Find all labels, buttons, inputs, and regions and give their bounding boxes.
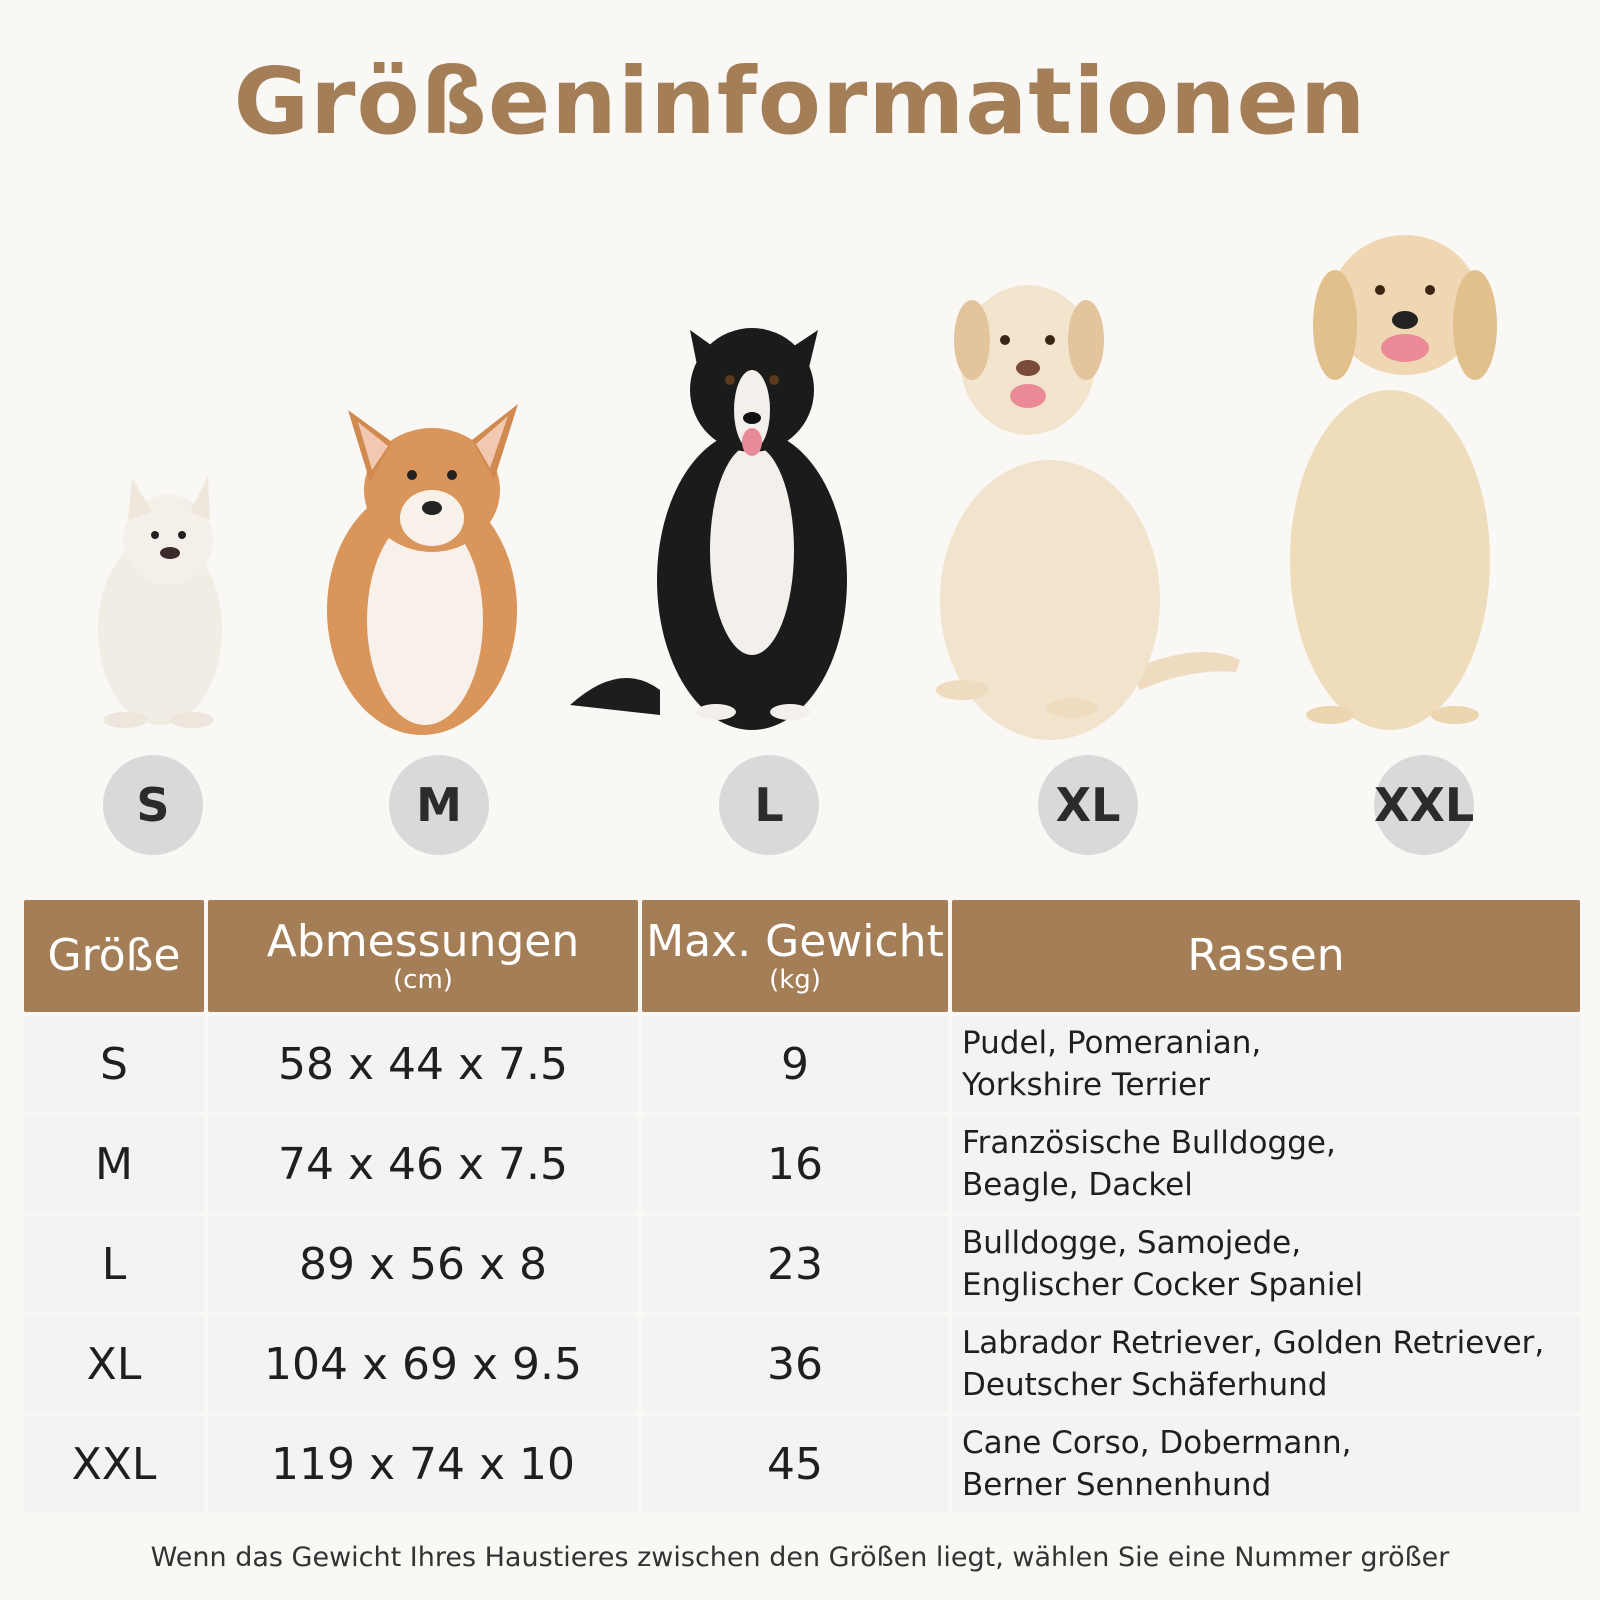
breed-line: Französische Bulldogge,	[962, 1125, 1336, 1161]
breed-line: Deutscher Schäferhund	[962, 1367, 1328, 1403]
cell-breeds: Pudel, Pomeranian, Yorkshire Terrier	[952, 1016, 1580, 1112]
cell-dimensions: 58 x 44 x 7.5	[208, 1016, 638, 1112]
header-breeds: Rassen	[952, 900, 1580, 1012]
header-dimensions-unit: (cm)	[393, 965, 453, 995]
cell-size: M	[24, 1116, 204, 1212]
cell-size: XL	[24, 1316, 204, 1412]
cell-breeds: Bulldogge, Samojede, Englischer Cocker S…	[952, 1216, 1580, 1312]
header-breeds-label: Rassen	[1187, 930, 1345, 981]
header-dimensions: Abmessungen (cm)	[208, 900, 638, 1012]
cell-weight: 45	[642, 1416, 948, 1512]
table-row: L 89 x 56 x 8 23 Bulldogge, Samojede, En…	[24, 1216, 1580, 1312]
size-badge-s: S	[103, 755, 203, 855]
breed-line: Cane Corso, Dobermann,	[962, 1425, 1352, 1461]
breed-line: Berner Sennenhund	[962, 1467, 1272, 1503]
header-max-weight-unit: (kg)	[769, 965, 821, 995]
size-badge-m: M	[389, 755, 489, 855]
cell-dimensions: 119 x 74 x 10	[208, 1416, 638, 1512]
table-row: M 74 x 46 x 7.5 16 Französische Bulldogg…	[24, 1116, 1580, 1212]
header-max-weight-label: Max. Gewicht	[646, 916, 944, 967]
breed-line: Pudel, Pomeranian,	[962, 1025, 1262, 1061]
table-row: XXL 119 x 74 x 10 45 Cane Corso, Doberma…	[24, 1416, 1580, 1512]
cell-size: S	[24, 1016, 204, 1112]
dog-xxl-image	[1290, 235, 1497, 730]
size-badge-l: L	[719, 755, 819, 855]
cell-weight: 36	[642, 1316, 948, 1412]
table-header-row: Größe Abmessungen (cm) Max. Gewicht (kg)…	[24, 900, 1580, 1012]
dogs-illustration	[98, 235, 1497, 740]
breed-line: Englischer Cocker Spaniel	[962, 1267, 1364, 1303]
cell-breeds: Französische Bulldogge, Beagle, Dackel	[952, 1116, 1580, 1212]
cell-breeds: Cane Corso, Dobermann, Berner Sennenhund	[952, 1416, 1580, 1512]
cell-dimensions: 89 x 56 x 8	[208, 1216, 638, 1312]
table-row: XL 104 x 69 x 9.5 36 Labrador Retriever,…	[24, 1316, 1580, 1412]
dog-m-image	[327, 404, 518, 735]
header-max-weight: Max. Gewicht (kg)	[642, 900, 948, 1012]
breed-line: Yorkshire Terrier	[962, 1067, 1210, 1103]
size-badge-xxl: XXL	[1374, 755, 1474, 855]
dog-l-image	[570, 328, 847, 730]
sizing-note: Wenn das Gewicht Ihres Haustieres zwisch…	[150, 1542, 1450, 1573]
table-row: S 58 x 44 x 7.5 9 Pudel, Pomeranian, Yor…	[24, 1016, 1580, 1112]
cell-size: XXL	[24, 1416, 204, 1512]
cell-dimensions: 104 x 69 x 9.5	[208, 1316, 638, 1412]
cell-breeds: Labrador Retriever, Golden Retriever, De…	[952, 1316, 1580, 1412]
dog-s-image	[98, 476, 222, 728]
cell-size: L	[24, 1216, 204, 1312]
breed-line: Labrador Retriever, Golden Retriever,	[962, 1325, 1545, 1361]
cell-dimensions: 74 x 46 x 7.5	[208, 1116, 638, 1212]
page-title: Größeninformationen	[233, 48, 1367, 155]
header-size: Größe	[24, 900, 204, 1012]
cell-weight: 23	[642, 1216, 948, 1312]
size-badge-xl: XL	[1038, 755, 1138, 855]
breed-line: Bulldogge, Samojede,	[962, 1225, 1302, 1261]
header-dimensions-label: Abmessungen	[266, 916, 580, 967]
dog-xl-image	[936, 285, 1240, 740]
size-table: Größe Abmessungen (cm) Max. Gewicht (kg)…	[20, 896, 1584, 1516]
header-size-label: Größe	[47, 930, 181, 981]
cell-weight: 9	[642, 1016, 948, 1112]
cell-weight: 16	[642, 1116, 948, 1212]
breed-line: Beagle, Dackel	[962, 1167, 1193, 1203]
